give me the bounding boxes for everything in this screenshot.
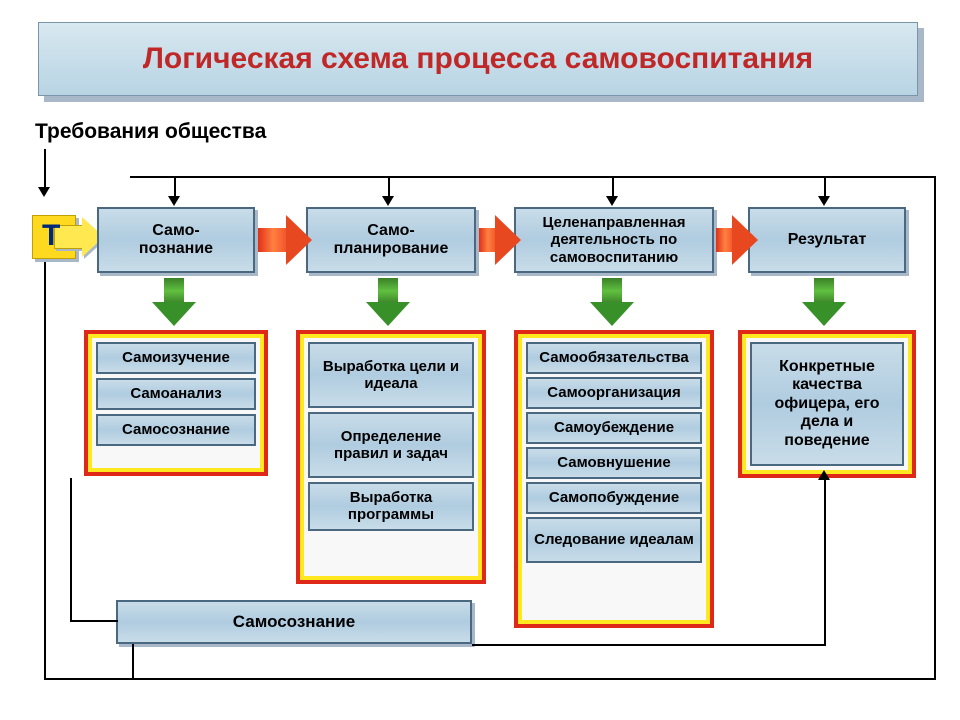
drop-4-head — [818, 196, 830, 206]
feedback-right — [934, 176, 936, 678]
g1-item-1: Самоанализ — [96, 378, 256, 410]
stage-1: Само- познание — [97, 207, 255, 273]
subtitle: Требования общества — [35, 120, 266, 144]
drop-3-head — [606, 196, 618, 206]
subtitle-arrow-head — [38, 187, 50, 197]
g1-join — [70, 620, 118, 622]
g1-down-line — [70, 478, 72, 622]
g2-item-1: Определение правил и задач — [308, 412, 474, 478]
stage-2: Само- планирование — [306, 207, 476, 273]
g3-item-2: Самоубеждение — [526, 412, 702, 444]
page-title: Логическая схема процесса самовоспитания — [143, 42, 813, 76]
red-arrow-2 — [479, 215, 519, 265]
inner-feedback-bottom — [472, 644, 826, 646]
g1-item-0: Самоизучение — [96, 342, 256, 374]
title-banner: Логическая схема процесса самовоспитания — [38, 22, 918, 96]
green-arrow-4 — [802, 278, 846, 328]
green-arrow-1 — [152, 278, 196, 328]
feedback-line-top — [130, 176, 934, 178]
red-arrow-1 — [258, 215, 310, 265]
green-arrow-3 — [590, 278, 634, 328]
stage-3: Целенаправленная деятельность по самовос… — [514, 207, 714, 273]
subtitle-arrow-line — [44, 149, 46, 189]
drop-3 — [612, 176, 614, 198]
g3-item-5: Следование идеалам — [526, 517, 702, 563]
feedback-left — [44, 240, 46, 680]
green-arrow-2 — [366, 278, 410, 328]
g1-item-2: Самосознание — [96, 414, 256, 446]
g3-item-3: Самовнушение — [526, 447, 702, 479]
inner-feedback-left-v — [132, 644, 134, 678]
stage-4: Результат — [748, 207, 906, 273]
group-3: Самообязательства Самоорганизация Самоуб… — [514, 330, 714, 628]
group-1: Самоизучение Самоанализ Самосознание — [84, 330, 268, 476]
group-4: Конкретные качества офицера, его дела и … — [738, 330, 916, 478]
drop-4 — [824, 176, 826, 198]
drop-1-head — [168, 196, 180, 206]
g4-item-0: Конкретные качества офицера, его дела и … — [750, 342, 904, 466]
inner-feedback-right — [824, 478, 826, 646]
inner-feedback-right-head — [818, 470, 830, 480]
g3-item-0: Самообязательства — [526, 342, 702, 374]
drop-2 — [388, 176, 390, 198]
group-2: Выработка цели и идеала Определение прав… — [296, 330, 486, 584]
feedback-bottom — [44, 678, 936, 680]
red-arrow-3 — [716, 215, 756, 265]
drop-1 — [174, 176, 176, 198]
t-marker: Т — [32, 215, 80, 263]
g3-item-4: Самопобуждение — [526, 482, 702, 514]
g3-item-1: Самоорганизация — [526, 377, 702, 409]
g2-item-0: Выработка цели и идеала — [308, 342, 474, 408]
drop-2-head — [382, 196, 394, 206]
g2-item-2: Выработка программы — [308, 482, 474, 531]
bottom-box: Самосознание — [116, 600, 472, 644]
